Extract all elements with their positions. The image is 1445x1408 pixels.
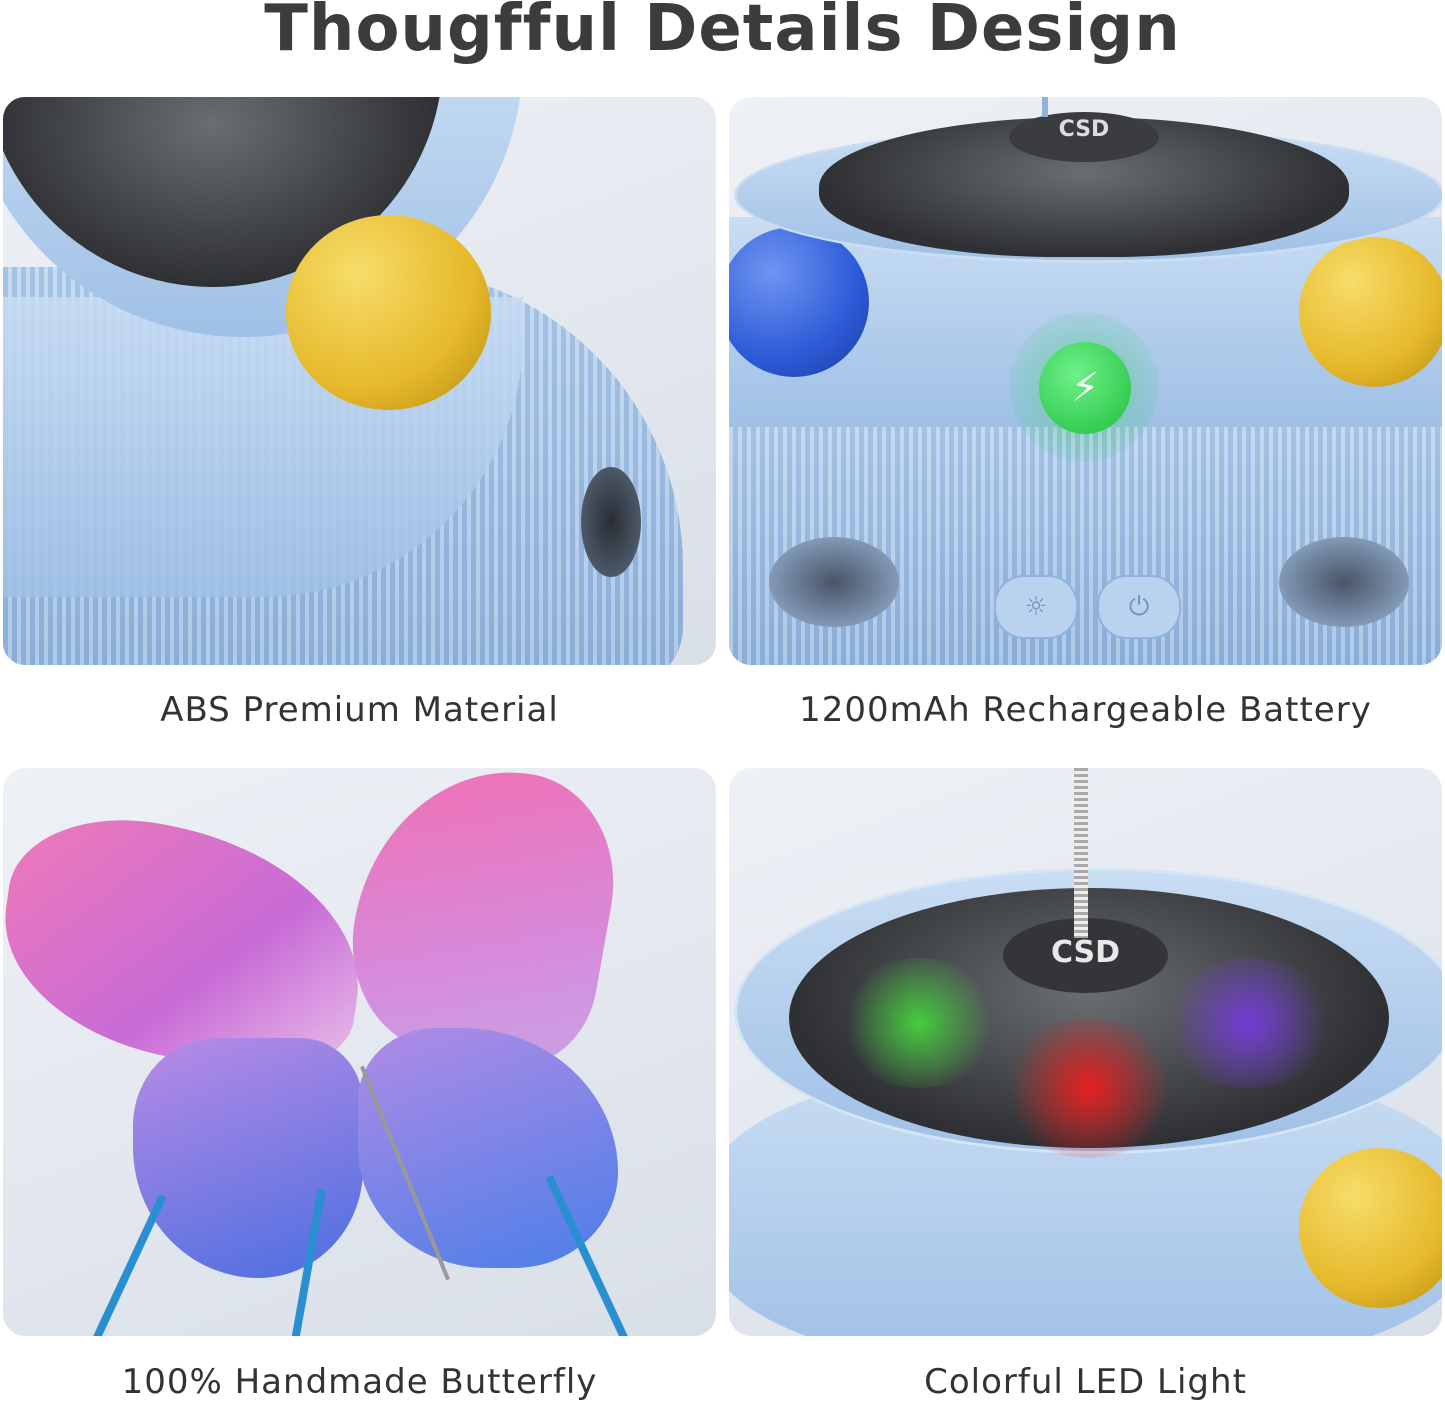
panel-battery: CSD ⚡ ☼ ⏻ (729, 97, 1442, 665)
csd-logo: CSD (1009, 112, 1159, 162)
hole-right (1279, 537, 1409, 627)
green-led (839, 958, 999, 1088)
ribbon (87, 1194, 167, 1336)
spring (1074, 768, 1088, 938)
butterfly-wing-lower-left (133, 1038, 363, 1278)
red-led (999, 1018, 1179, 1158)
yellow-ball (1299, 1148, 1442, 1308)
blue-ball (729, 227, 869, 377)
purple-led (1159, 958, 1339, 1088)
butterfly-wing-upper-left (3, 804, 378, 1082)
caption-battery: 1200mAh Rechargeable Battery (799, 690, 1372, 730)
yellow-ball (286, 215, 491, 410)
hole (581, 467, 641, 577)
caption-led: Colorful LED Light (924, 1362, 1247, 1402)
hole-left (769, 537, 899, 627)
light-mode-button[interactable]: ☼ (994, 575, 1078, 639)
panel-butterfly (3, 768, 716, 1336)
caption-abs-material: ABS Premium Material (160, 690, 559, 730)
panel-abs-material (3, 97, 716, 665)
wand-stem (1042, 97, 1048, 117)
caption-butterfly: 100% Handmade Butterfly (121, 1362, 598, 1402)
yellow-ball (1299, 237, 1442, 387)
power-button[interactable]: ⏻ (1097, 575, 1181, 639)
page-title: Thougfful Details Design (264, 0, 1181, 66)
lightning-icon: ⚡ (1039, 342, 1131, 434)
panel-led: CSD (729, 768, 1442, 1336)
